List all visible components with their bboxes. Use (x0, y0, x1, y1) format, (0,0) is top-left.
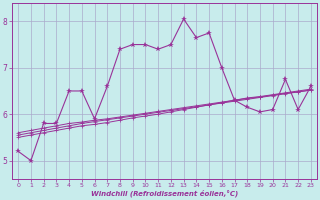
X-axis label: Windchill (Refroidissement éolien,°C): Windchill (Refroidissement éolien,°C) (91, 190, 238, 197)
